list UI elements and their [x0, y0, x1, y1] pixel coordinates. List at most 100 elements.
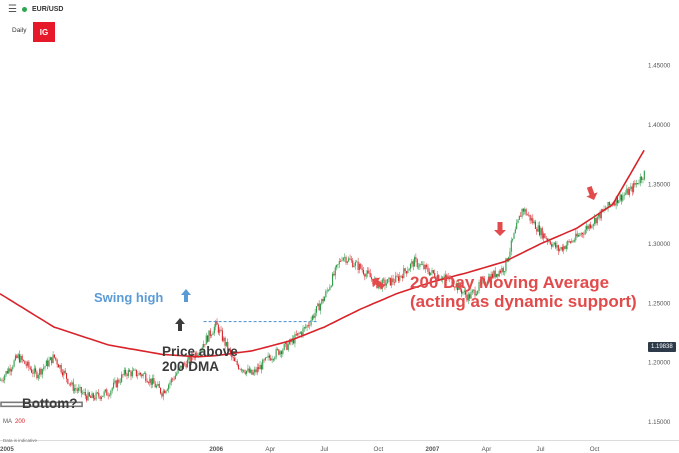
candle-body — [330, 285, 332, 287]
candle-body — [470, 292, 472, 299]
candle-body — [8, 368, 10, 374]
candle-body — [170, 378, 172, 383]
candle-body — [248, 368, 250, 373]
candle-body — [579, 235, 581, 236]
candle-body — [75, 388, 77, 390]
candle-body — [272, 359, 275, 360]
chart-axes: 1.15000 1.20000 1.25000 1.30000 1.35000 1.400… — [0, 63, 679, 453]
candle-body — [494, 270, 496, 278]
candle-body — [342, 257, 344, 261]
candle-body — [229, 349, 232, 353]
candle-body — [391, 278, 393, 286]
candle-body — [436, 274, 438, 280]
x-tick-label: 2006 — [209, 446, 223, 453]
candle-body — [340, 260, 342, 262]
candle-body — [407, 270, 409, 274]
candle-body — [600, 209, 602, 219]
candle-body — [427, 267, 429, 272]
candle-body — [618, 200, 620, 204]
candle-body — [588, 224, 590, 229]
candle-body — [295, 334, 297, 336]
candle-body — [103, 391, 105, 396]
candle-body — [47, 360, 49, 367]
candle-body — [267, 355, 269, 358]
candle-body — [333, 273, 335, 276]
candle-body — [591, 225, 593, 228]
candle-body — [477, 290, 479, 294]
candle-body — [200, 349, 202, 354]
candle-body — [250, 369, 252, 373]
candle-body — [44, 366, 46, 368]
candle-body — [571, 240, 573, 243]
candle-body — [619, 194, 621, 201]
candle-body — [396, 275, 398, 277]
disclaimer-text: Data is indicative — [3, 438, 38, 443]
candle-body — [160, 387, 162, 394]
candle-body — [162, 390, 164, 397]
candle-body — [142, 373, 144, 377]
candle-body — [164, 390, 166, 394]
candle-body — [190, 353, 193, 362]
candle-body — [76, 389, 78, 391]
candle-body — [491, 273, 494, 278]
candle-body — [197, 354, 199, 357]
candle-body — [622, 195, 624, 201]
candle-body — [243, 369, 245, 373]
candle-body — [458, 283, 460, 291]
candle-body — [607, 202, 609, 209]
candle-body — [634, 183, 636, 185]
candle-body — [212, 333, 214, 335]
candle-body — [244, 372, 246, 374]
symbol-name[interactable]: EUR/USD — [31, 5, 64, 13]
candle-body — [332, 273, 334, 286]
candle-body — [173, 378, 175, 380]
candle-body — [490, 273, 492, 282]
candle-body — [497, 273, 499, 277]
candle-body — [443, 276, 445, 278]
candle-body — [616, 197, 619, 204]
candle-body — [305, 327, 307, 328]
interval-label[interactable]: Daily — [12, 27, 27, 34]
candle-body — [319, 303, 322, 311]
candle-body — [82, 392, 84, 394]
indicator-legend[interactable]: MA 200 — [3, 419, 25, 425]
candlestick-series — [0, 170, 645, 403]
candle-body — [338, 260, 340, 265]
candle-body — [430, 272, 432, 276]
candle-body — [635, 183, 637, 185]
chart-header: ☰ EUR/USD — [0, 0, 63, 18]
candle-body — [438, 274, 440, 280]
hamburger-menu-icon[interactable]: ☰ — [8, 3, 17, 15]
candle-body — [127, 370, 129, 376]
candle-body — [533, 221, 535, 224]
candle-body — [122, 374, 124, 376]
candle-body — [53, 354, 55, 358]
candle-body — [283, 344, 285, 350]
candle-body — [239, 368, 241, 370]
candle-body — [138, 372, 140, 376]
candle-body — [641, 176, 643, 181]
candle-body — [461, 289, 463, 294]
candle-body — [545, 238, 547, 239]
candle-body — [137, 375, 139, 377]
candle-body — [258, 367, 260, 370]
candle-body — [510, 240, 512, 252]
candle-body — [594, 217, 596, 224]
candle-body — [207, 335, 209, 342]
candle-body — [33, 368, 35, 374]
x-tick-label: Apr — [265, 446, 275, 453]
ig-logo: IG — [33, 22, 55, 42]
candle-body — [514, 229, 516, 234]
candle-body — [2, 380, 4, 381]
candle-body — [256, 367, 258, 373]
candle-body — [526, 214, 528, 216]
y-tick-label: 1.35000 — [648, 181, 671, 188]
candle-body — [557, 245, 559, 251]
candle-body — [326, 290, 328, 292]
candle-body — [310, 320, 312, 326]
candle-body — [196, 352, 198, 357]
candle-body — [289, 339, 291, 345]
candle-body — [418, 266, 420, 268]
candle-body — [146, 381, 148, 383]
